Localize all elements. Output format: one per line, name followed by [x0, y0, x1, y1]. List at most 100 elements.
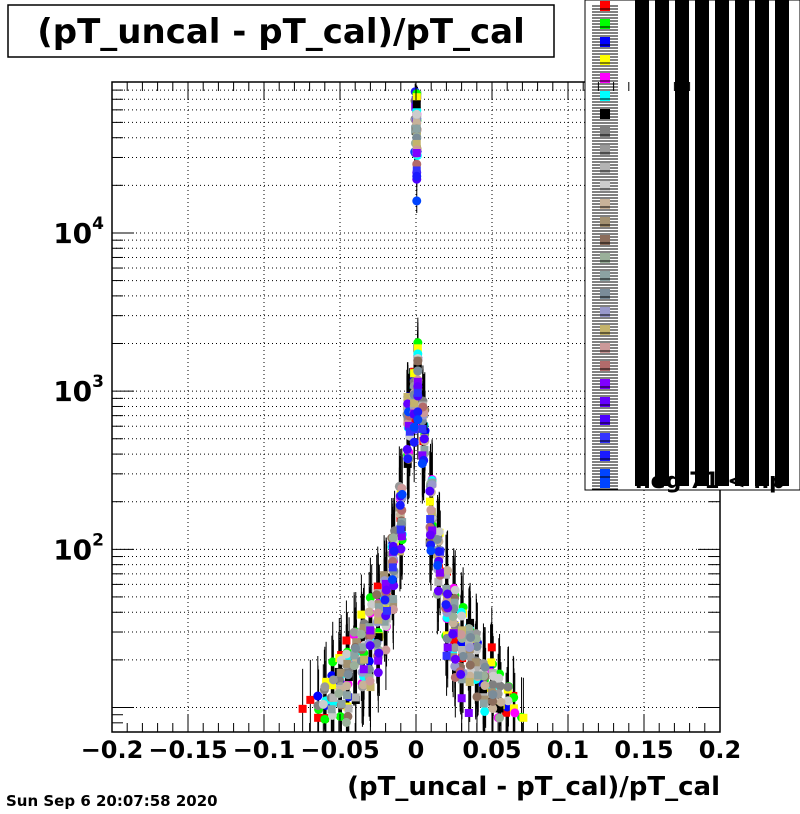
- data-point: [496, 697, 506, 707]
- data-point-square: [464, 638, 473, 647]
- legend-marker: [600, 199, 610, 209]
- legend-entry-block: [635, 158, 649, 180]
- data-point-square: [472, 664, 481, 673]
- legend-entry-block: [695, 176, 709, 198]
- data-point-square: [380, 617, 389, 626]
- data-point: [397, 489, 407, 499]
- data-point: [380, 595, 390, 605]
- legend-entry-block: [715, 50, 729, 72]
- legend-marker: [600, 289, 610, 299]
- data-point: [488, 690, 498, 700]
- data-point: [396, 544, 406, 554]
- legend-entry-block: [755, 428, 769, 450]
- legend-marker: [600, 19, 610, 29]
- data-point: [456, 629, 466, 639]
- legend-entry-block: [695, 86, 709, 108]
- legend-entry-block: [715, 140, 729, 162]
- legend-entry-block: [735, 158, 749, 180]
- legend-entry-block: [755, 122, 769, 144]
- legend-entry-block: [775, 356, 789, 378]
- data-point: [349, 661, 359, 671]
- legend-entry-block: [655, 86, 669, 108]
- data-point-square: [457, 645, 466, 654]
- legend-entry-block: [655, 104, 669, 126]
- data-point-square: [374, 633, 383, 642]
- data-point-square: [389, 595, 398, 604]
- legend-entry-block: [695, 212, 709, 234]
- legend-entry-block: [775, 302, 789, 324]
- legend-entry-block: [635, 176, 649, 198]
- data-point: [472, 641, 482, 651]
- data-point-square: [509, 704, 518, 713]
- legend-entry-block: [635, 446, 649, 468]
- data-point: [472, 692, 482, 702]
- legend-entry-block: [735, 140, 749, 162]
- legend-entry-block: [695, 320, 709, 342]
- legend-entry-block: [655, 68, 669, 90]
- legend-entry-block: [675, 158, 689, 180]
- data-point: [488, 703, 498, 713]
- data-point: [433, 560, 443, 570]
- data-point-square: [328, 681, 337, 690]
- legend-entry-block: [775, 176, 789, 198]
- legend-marker: [600, 73, 610, 83]
- data-point: [443, 565, 453, 575]
- data-point: [464, 623, 474, 633]
- data-point: [328, 675, 338, 685]
- x-axis-labels: −0.2 −0.15 −0.1 −0.05 0 0.05 0.1 0.15 0.2: [81, 736, 742, 764]
- legend-entry-block: [755, 230, 769, 252]
- legend-entry-block: [735, 410, 749, 432]
- legend-entry-block: [635, 428, 649, 450]
- legend-entry-block: [655, 320, 669, 342]
- legend-entry-block: [755, 410, 769, 432]
- data-point-square: [426, 515, 435, 524]
- legend-entry-block: [735, 230, 749, 252]
- legend-entry-block: [655, 446, 669, 468]
- data-point-square: [359, 623, 368, 632]
- legend-entry-block: [735, 212, 749, 234]
- legend-entry-block: [735, 338, 749, 360]
- data-point: [448, 629, 458, 639]
- data-point: [351, 643, 361, 653]
- legend-entry-block: [775, 158, 789, 180]
- legend-entry-block: [635, 392, 649, 414]
- legend-entry-block: [675, 212, 689, 234]
- data-point-square: [373, 582, 382, 591]
- data-point-square: [412, 139, 421, 148]
- legend-entry-block: [755, 266, 769, 288]
- data-point-square: [380, 571, 389, 580]
- data-point: [365, 641, 375, 651]
- legend-entry-block: [655, 14, 669, 36]
- legend-entry-block: [675, 446, 689, 468]
- legend-entry-block: [635, 356, 649, 378]
- data-point-square: [442, 584, 451, 593]
- data-point-square: [322, 677, 331, 686]
- timestamp: Sun Sep 6 20:07:58 2020: [6, 792, 218, 810]
- data-point-square: [389, 599, 398, 608]
- legend-marker: [600, 37, 610, 47]
- legend-entry-block: [695, 410, 709, 432]
- data-point-square: [374, 615, 383, 624]
- data-point: [388, 605, 398, 615]
- legend-entry-block: [755, 302, 769, 324]
- data-point: [495, 713, 505, 723]
- legend-marker: [600, 127, 610, 137]
- data-points: [298, 87, 528, 727]
- legend-marker: [600, 325, 610, 335]
- legend-entry-block: [675, 104, 689, 126]
- legend-marker: [600, 55, 610, 65]
- legend-entry-block: [635, 68, 649, 90]
- legend-entry-block: [635, 230, 649, 252]
- data-point-square: [428, 526, 437, 535]
- legend-entry-block: [675, 464, 689, 486]
- data-point: [320, 682, 330, 692]
- data-point-square: [366, 683, 375, 692]
- data-point-square: [374, 656, 383, 665]
- legend-entry-block: [695, 0, 709, 18]
- data-point-square: [479, 699, 488, 708]
- legend-entry-block: [695, 158, 709, 180]
- legend-entry-block: [655, 158, 669, 180]
- legend-entry-block: [675, 428, 689, 450]
- data-point-square: [457, 675, 466, 684]
- legend-entry-block: [715, 464, 729, 486]
